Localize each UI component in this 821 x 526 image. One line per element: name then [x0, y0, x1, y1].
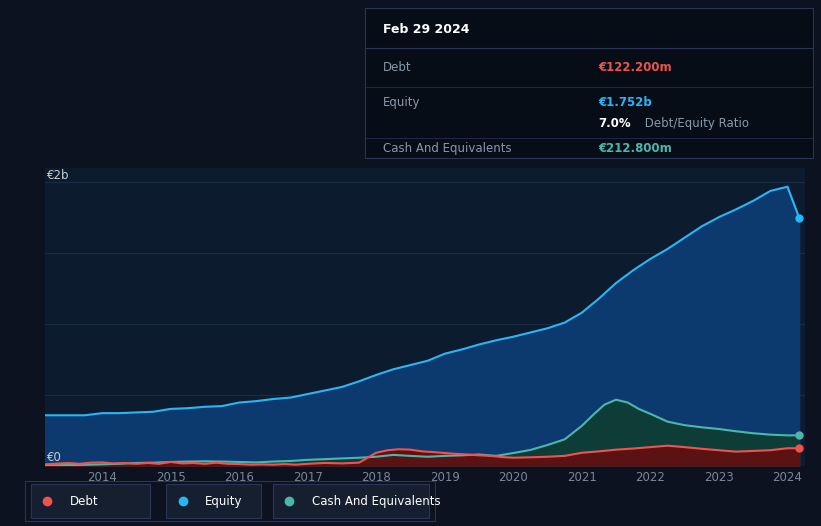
FancyBboxPatch shape	[167, 484, 261, 518]
Text: 7.0%: 7.0%	[598, 117, 631, 130]
Text: Feb 29 2024: Feb 29 2024	[383, 23, 470, 36]
Text: Cash And Equivalents: Cash And Equivalents	[383, 143, 511, 155]
Text: €0: €0	[47, 451, 62, 464]
Text: Equity: Equity	[205, 494, 243, 508]
Text: Debt/Equity Ratio: Debt/Equity Ratio	[640, 117, 749, 130]
FancyBboxPatch shape	[31, 484, 150, 518]
Text: €1.752b: €1.752b	[598, 96, 652, 109]
Text: Debt: Debt	[383, 62, 412, 74]
Text: €2b: €2b	[47, 169, 69, 183]
Text: €122.200m: €122.200m	[598, 62, 672, 74]
Text: Equity: Equity	[383, 96, 420, 109]
Text: Debt: Debt	[70, 494, 99, 508]
Text: €212.800m: €212.800m	[598, 143, 672, 155]
FancyBboxPatch shape	[273, 484, 429, 518]
Text: Cash And Equivalents: Cash And Equivalents	[312, 494, 441, 508]
